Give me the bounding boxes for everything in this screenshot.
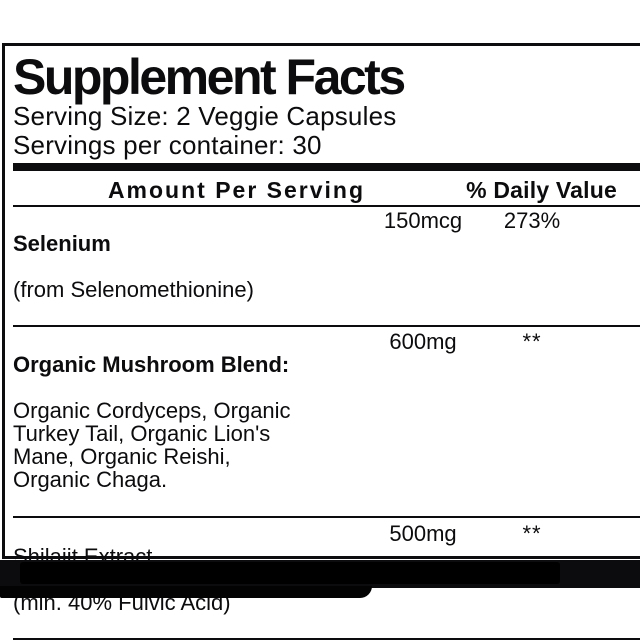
serving-size: Serving Size: 2 Veggie Capsules (13, 101, 397, 131)
ingredient-daily-value: ** (522, 521, 542, 546)
footnote-band-lump (0, 586, 372, 598)
ingredient-amount: 600mg (389, 329, 457, 354)
ingredient-detail: (from Selenomethionine) (13, 277, 254, 302)
ingredient-name: Selenium (13, 231, 111, 256)
panel-title: Supplement Facts (13, 49, 406, 105)
ingredient-name: Organic Mushroom Blend: (13, 352, 290, 377)
servings-per-container: Servings per container: 30 (13, 130, 322, 160)
ingredient-name-cell: Selenium (from Selenomethionine) (13, 209, 367, 324)
ingredient-row-selenium: Selenium (from Selenomethionine) 150mcg … (13, 207, 640, 327)
ingredient-amount: 500mg (389, 521, 457, 546)
ingredient-row-mushroom-blend: Organic Mushroom Blend: Organic Cordycep… (13, 327, 640, 518)
column-header-daily-value: % Daily Value (466, 177, 617, 203)
ingredient-daily-value: ** (522, 329, 542, 354)
footnote-band (0, 560, 640, 588)
facts-panel: Supplement Facts Serving Size: 2 Veggie … (2, 43, 640, 640)
column-header-row: Amount Per Serving % Daily Value (13, 171, 640, 207)
ingredient-detail: Organic Cordyceps, Organic Turkey Tail, … (13, 398, 291, 492)
column-header-amount: Amount Per Serving (107, 177, 366, 203)
footnote-band-text-blob (20, 562, 560, 584)
ingredient-daily-value: 273% (503, 208, 561, 233)
divider-thick-top (13, 163, 640, 171)
ingredient-amount: 150mcg (383, 208, 463, 233)
ingredient-name-cell: Organic Mushroom Blend: Organic Cordycep… (13, 330, 367, 514)
